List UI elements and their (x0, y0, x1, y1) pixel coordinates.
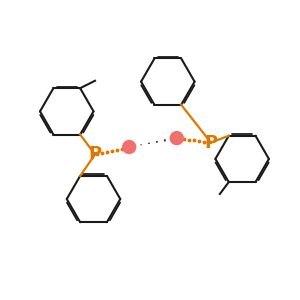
Text: P: P (204, 134, 218, 152)
Circle shape (169, 131, 184, 145)
Text: P: P (88, 146, 102, 164)
Circle shape (122, 140, 136, 154)
